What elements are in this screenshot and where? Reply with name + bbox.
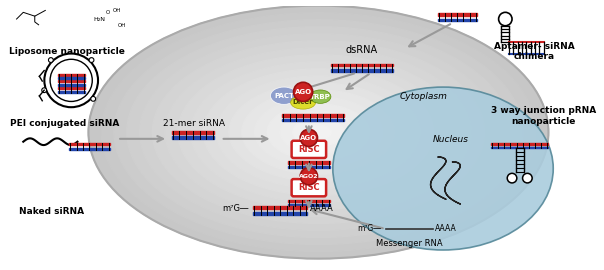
- Bar: [69, 148, 109, 150]
- Circle shape: [507, 173, 517, 183]
- Bar: [253, 206, 307, 209]
- Ellipse shape: [280, 111, 357, 153]
- Ellipse shape: [271, 87, 297, 104]
- Bar: [172, 136, 214, 139]
- Text: TRBP: TRBP: [310, 94, 331, 100]
- Bar: [288, 161, 330, 164]
- Ellipse shape: [88, 6, 548, 259]
- Text: PACT: PACT: [274, 93, 294, 99]
- Ellipse shape: [216, 76, 420, 188]
- Text: OH: OH: [113, 8, 121, 13]
- Bar: [331, 64, 393, 66]
- Ellipse shape: [254, 97, 382, 167]
- Text: 21-mer siRNA: 21-mer siRNA: [163, 119, 225, 128]
- Ellipse shape: [140, 34, 497, 231]
- FancyBboxPatch shape: [292, 141, 326, 158]
- Circle shape: [50, 59, 92, 102]
- Ellipse shape: [165, 48, 472, 217]
- Ellipse shape: [268, 104, 370, 160]
- Text: AAAA: AAAA: [435, 224, 457, 234]
- Ellipse shape: [242, 90, 395, 174]
- Bar: [69, 143, 109, 145]
- Bar: [172, 131, 214, 134]
- Ellipse shape: [293, 118, 344, 146]
- Bar: [58, 91, 85, 93]
- Circle shape: [300, 168, 318, 185]
- Text: Liposome nanoparticle: Liposome nanoparticle: [10, 47, 125, 56]
- Text: H₂N: H₂N: [93, 16, 105, 22]
- Text: AAAA: AAAA: [310, 204, 333, 213]
- Circle shape: [499, 12, 512, 26]
- Text: Messenger RNA: Messenger RNA: [376, 238, 443, 248]
- Text: 3 way junction pRNA
nanoparticle: 3 way junction pRNA nanoparticle: [491, 106, 596, 126]
- Bar: [288, 200, 330, 202]
- Text: Aptamer- siRNA
chimera: Aptamer- siRNA chimera: [493, 42, 574, 61]
- Bar: [288, 166, 330, 168]
- Ellipse shape: [152, 41, 484, 224]
- Ellipse shape: [178, 55, 459, 210]
- Bar: [58, 77, 85, 79]
- FancyBboxPatch shape: [292, 179, 326, 196]
- Bar: [331, 69, 393, 72]
- Ellipse shape: [333, 87, 553, 250]
- Text: O: O: [106, 10, 110, 15]
- Bar: [439, 13, 477, 16]
- Text: Naked siRNA: Naked siRNA: [19, 207, 85, 216]
- Circle shape: [44, 53, 98, 107]
- Ellipse shape: [101, 13, 536, 252]
- Circle shape: [91, 96, 95, 101]
- Ellipse shape: [114, 20, 523, 245]
- Text: RISC: RISC: [298, 145, 320, 154]
- Text: OH: OH: [118, 23, 126, 28]
- Text: AGO: AGO: [295, 89, 312, 95]
- Ellipse shape: [310, 90, 331, 103]
- Text: m⁷G―: m⁷G―: [357, 224, 381, 234]
- Bar: [58, 87, 85, 89]
- Text: RISC: RISC: [298, 183, 320, 192]
- Bar: [253, 212, 307, 215]
- Bar: [282, 114, 344, 117]
- Text: Nucleus: Nucleus: [432, 135, 469, 144]
- Ellipse shape: [127, 27, 510, 238]
- Bar: [491, 143, 548, 144]
- Bar: [491, 147, 548, 149]
- Ellipse shape: [291, 96, 315, 109]
- Circle shape: [294, 82, 313, 102]
- Bar: [58, 80, 85, 82]
- Text: dsRNA: dsRNA: [345, 45, 378, 55]
- Text: m⁷G―: m⁷G―: [222, 204, 248, 213]
- Bar: [58, 74, 85, 76]
- Ellipse shape: [229, 83, 408, 181]
- Ellipse shape: [204, 69, 434, 195]
- Bar: [58, 84, 85, 86]
- Text: Cytoplasm: Cytoplasm: [400, 92, 448, 101]
- Text: AGO: AGO: [300, 135, 318, 141]
- Text: Dicer: Dicer: [293, 99, 313, 105]
- Bar: [282, 119, 344, 121]
- Ellipse shape: [306, 125, 331, 139]
- Bar: [439, 19, 477, 21]
- Text: AGO2: AGO2: [299, 174, 319, 179]
- Text: PEI conjugated siRNA: PEI conjugated siRNA: [10, 119, 119, 128]
- Circle shape: [300, 129, 318, 147]
- Circle shape: [48, 58, 53, 62]
- Circle shape: [42, 88, 47, 93]
- Circle shape: [89, 58, 94, 62]
- Ellipse shape: [191, 62, 446, 203]
- Bar: [288, 204, 330, 206]
- Circle shape: [522, 173, 532, 183]
